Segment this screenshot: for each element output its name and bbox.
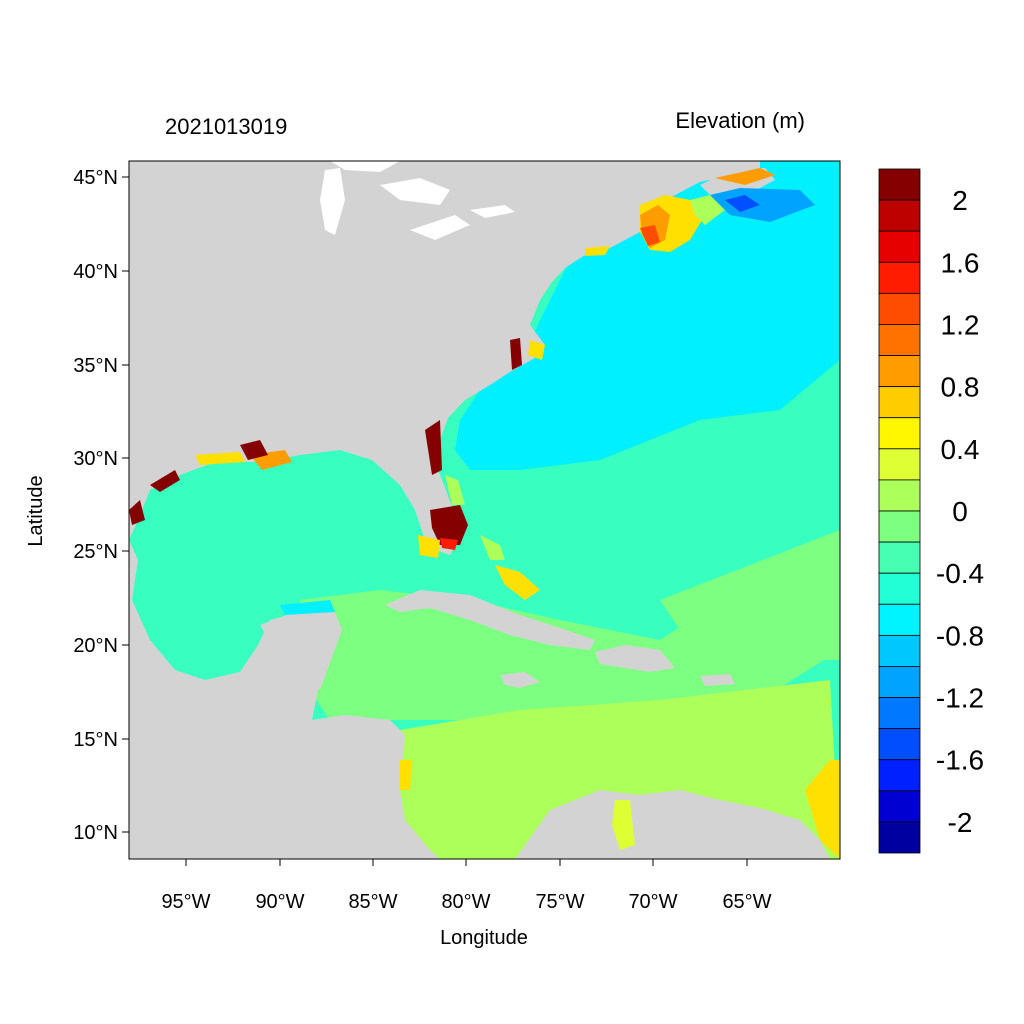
colorbar-swatch (878, 572, 921, 605)
x-tick-label: 85°W (348, 891, 397, 913)
x-tick-label: 65°W (722, 891, 771, 913)
y-tick-label: 40°N (73, 261, 118, 283)
colorbar-swatch (878, 666, 921, 698)
variable-title: Elevation (m) (675, 108, 805, 133)
atlantic-cyan-region (455, 161, 840, 470)
colorbar-swatch (878, 697, 921, 730)
y-tick-label: 45°N (73, 167, 118, 189)
surge-overlays (129, 168, 840, 859)
y-axis-label: Latitude (25, 475, 47, 546)
colorbar-label: -1.6 (936, 745, 984, 776)
colorbar-swatch (878, 230, 921, 263)
colorbar-swatch (878, 510, 921, 543)
colorbar-swatch (878, 790, 921, 823)
land-south-america (515, 790, 830, 859)
map-frame (128, 160, 841, 860)
land-hispaniola (595, 645, 675, 672)
y-tick-label: 15°N (73, 729, 118, 751)
y-tick-label: 35°N (73, 355, 118, 377)
land-jamaica (500, 672, 540, 688)
colorbar-label: 1.6 (941, 247, 980, 278)
land-cuba (385, 590, 595, 650)
colorbar-swatch (878, 168, 921, 201)
colorbar-swatch (878, 728, 921, 761)
timestamp-label: 2021013019 (165, 114, 287, 139)
y-tick-label: 10°N (73, 822, 118, 844)
colorbar-label: -0.4 (936, 558, 984, 589)
colorbar-swatch (878, 292, 921, 325)
colorbar-label: 0.8 (941, 372, 980, 403)
colorbar-swatch (878, 541, 921, 574)
y-axis: 45°N 40°N 35°N 30°N 25°N 20°N 15°N 10°N … (25, 167, 129, 844)
colorbar-swatch (878, 603, 921, 636)
great-lakes (320, 161, 515, 240)
colorbar-swatch (878, 199, 921, 232)
colorbar-label: 2 (952, 185, 968, 216)
y-tick-label: 25°N (73, 541, 118, 563)
colorbar-swatch (878, 261, 921, 294)
y-tick-label: 20°N (73, 635, 118, 657)
colorbar-swatch (878, 479, 921, 512)
colorbar-swatch (878, 417, 921, 450)
colorbar (878, 168, 921, 854)
caribbean-north-region (300, 530, 840, 720)
colorbar-label: -1.2 (936, 683, 984, 714)
colorbar-swatch (878, 634, 921, 667)
colorbar-label: 0 (952, 496, 968, 527)
x-axis: 95°W 90°W 85°W 80°W 75°W 70°W 65°W Longi… (161, 859, 772, 949)
x-tick-label: 75°W (535, 891, 584, 913)
colorbar-swatch (878, 324, 921, 356)
land-florida (372, 460, 445, 545)
colorbar-swatch (878, 759, 921, 792)
colorbar-label: -2 (948, 807, 973, 838)
colorbar-swatch (878, 821, 921, 854)
atlantic-east-region (660, 530, 840, 660)
y-tick-label: 30°N (73, 448, 118, 470)
colorbar-labels: 2 1.6 1.2 0.8 0.4 0 -0.4 -0.8 -1.2 -1.6 -2 (936, 185, 984, 838)
x-tick-label: 70°W (628, 891, 677, 913)
map-panel (129, 161, 840, 859)
x-tick-label: 90°W (255, 891, 304, 913)
x-tick-label: 95°W (161, 891, 210, 913)
land-mexico (129, 540, 440, 859)
x-tick-label: 80°W (441, 891, 490, 913)
colorbar-swatch (878, 386, 921, 419)
x-axis-label: Longitude (440, 927, 528, 949)
colorbar-swatch (878, 448, 921, 481)
land-yucatan (260, 610, 342, 690)
colorbar-label: -0.8 (936, 620, 984, 651)
colorbar-label: 1.2 (941, 309, 980, 340)
land-puerto-rico (700, 674, 735, 686)
colorbar-label: 0.4 (941, 434, 980, 465)
colorbar-swatch (878, 355, 921, 388)
